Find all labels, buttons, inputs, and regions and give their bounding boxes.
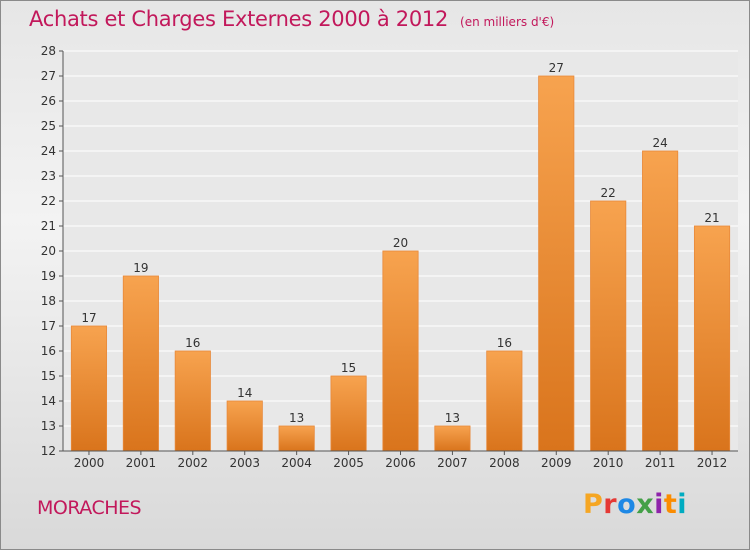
- logo-letter: x: [636, 489, 655, 520]
- y-tick-label: 24: [41, 144, 56, 158]
- data-label-2007: 13: [445, 411, 460, 425]
- data-label-2001: 19: [133, 261, 148, 275]
- data-label-2011: 24: [652, 136, 667, 150]
- bar-2012: [693, 225, 731, 452]
- y-tick-label: 23: [41, 169, 56, 183]
- x-tick-label-2009: 2009: [541, 456, 572, 470]
- x-tick-label-2012: 2012: [697, 456, 728, 470]
- x-tick-label-2010: 2010: [593, 456, 624, 470]
- bar-2004: [278, 425, 315, 452]
- y-tick-label: 20: [41, 244, 56, 258]
- y-tick-label: 15: [41, 369, 56, 383]
- x-tick-label-2006: 2006: [385, 456, 416, 470]
- y-tick-label: 25: [41, 119, 56, 133]
- bar-2002: [174, 350, 211, 452]
- bar-2006: [382, 250, 419, 452]
- title-row: Achats et Charges Externes 2000 à 2012 (…: [29, 7, 554, 37]
- bar-2010: [590, 200, 627, 452]
- chart-subtitle: (en milliers d'€): [460, 15, 555, 29]
- bar-2011: [642, 150, 679, 452]
- logo-letter: r: [603, 489, 618, 520]
- x-tick-label-2011: 2011: [645, 456, 676, 470]
- y-tick-label: 26: [41, 94, 56, 108]
- x-tick-label-2004: 2004: [281, 456, 312, 470]
- x-tick-label-2007: 2007: [437, 456, 468, 470]
- bar-2000: [70, 325, 108, 452]
- data-label-2004: 13: [289, 411, 304, 425]
- bar-2003: [226, 400, 263, 452]
- axes: [59, 50, 738, 455]
- bar-2005: [330, 375, 367, 452]
- commune-name: MORACHES: [37, 497, 142, 519]
- data-label-2008: 16: [497, 336, 512, 350]
- x-tick-label-2005: 2005: [333, 456, 364, 470]
- bar-2001: [122, 275, 159, 452]
- y-tick-label: 18: [41, 294, 56, 308]
- logo-letter: P: [583, 489, 604, 520]
- y-tick-label: 14: [41, 394, 56, 408]
- data-label-2009: 27: [549, 61, 564, 75]
- logo-letter: i: [654, 489, 664, 520]
- x-tick-label-2000: 2000: [74, 456, 105, 470]
- x-tick-label-2002: 2002: [178, 456, 209, 470]
- logo-letter: o: [617, 489, 637, 520]
- bar-2008: [486, 350, 523, 452]
- x-tick-label-2008: 2008: [489, 456, 520, 470]
- chart-title: Achats et Charges Externes 2000 à 2012: [29, 7, 449, 31]
- y-tick-label: 16: [41, 344, 56, 358]
- data-label-2000: 17: [81, 311, 96, 325]
- data-label-2003: 14: [237, 386, 252, 400]
- logo-letter: i: [677, 489, 688, 520]
- data-label-2010: 22: [601, 186, 616, 200]
- x-tick-label-2001: 2001: [126, 456, 157, 470]
- logo-letter: t: [663, 489, 678, 520]
- bar-2007: [434, 425, 471, 452]
- y-tick-label: 22: [41, 194, 56, 208]
- y-tick-label: 19: [41, 269, 56, 283]
- data-label-2005: 15: [341, 361, 356, 375]
- data-label-2012: 21: [704, 211, 719, 225]
- y-tick-label: 17: [41, 319, 56, 333]
- bar-2009: [538, 75, 575, 452]
- y-tick-label: 13: [41, 419, 56, 433]
- y-tick-label: 12: [41, 444, 56, 458]
- x-tick-label-2003: 2003: [229, 456, 260, 470]
- data-label-2006: 20: [393, 236, 408, 250]
- y-tick-label: 21: [41, 219, 56, 233]
- y-tick-label: 28: [41, 44, 56, 58]
- bars: [70, 75, 731, 452]
- data-label-2002: 16: [185, 336, 200, 350]
- proxiti-logo[interactable]: Proxiti: [583, 489, 687, 520]
- labels: 12 13 14 15 16 17 18 19 20 21 22 23 24 25 26 27 28 17 2000…: [41, 44, 728, 470]
- y-tick-label: 27: [41, 69, 56, 83]
